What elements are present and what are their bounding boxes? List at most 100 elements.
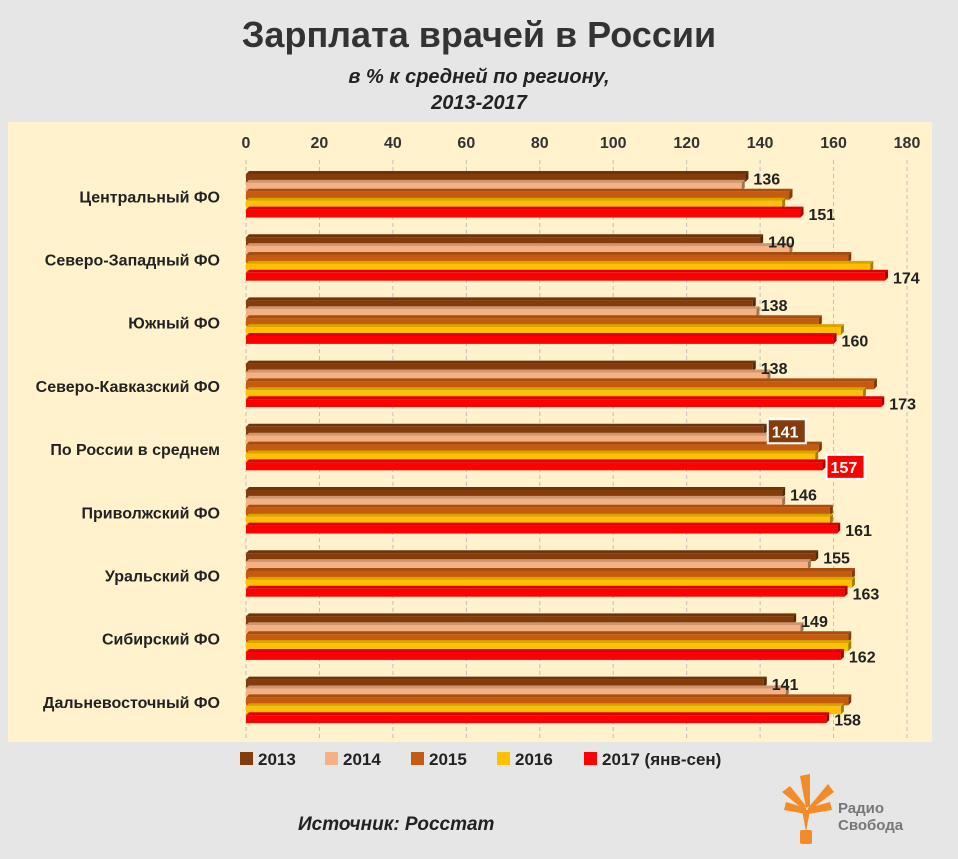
y-axis-categories: Центральный ФО Северо-Западный ФО Южный ФО… xyxy=(36,189,220,712)
bar-side xyxy=(760,234,764,246)
bar-side xyxy=(837,522,841,534)
category-label: Приволжский ФО xyxy=(81,505,220,522)
bar-top xyxy=(246,360,756,364)
bar-top xyxy=(246,522,841,526)
bar-top xyxy=(246,171,749,174)
bar-top xyxy=(246,585,848,589)
data-label: 160 xyxy=(842,333,869,350)
chart-subtitle-line-1: в % к средней по региону, xyxy=(348,66,610,88)
bar-side xyxy=(815,550,819,562)
bar-side xyxy=(840,649,844,660)
bar-side xyxy=(881,396,885,408)
bar-side xyxy=(745,171,749,182)
bar-top xyxy=(246,576,855,580)
bar-side xyxy=(851,568,855,579)
bar xyxy=(246,209,801,218)
bar-top xyxy=(246,649,844,652)
bar xyxy=(246,697,849,706)
bar xyxy=(246,246,790,254)
bar-side xyxy=(829,504,833,516)
legend-swatch xyxy=(497,752,510,765)
bar-side xyxy=(840,703,844,715)
chart-title: Зарплата врачей в России xyxy=(241,14,717,55)
category-label: Дальневосточный ФО xyxy=(43,695,220,712)
bar xyxy=(246,579,852,588)
bar xyxy=(246,616,794,625)
bar-side xyxy=(807,559,811,570)
data-label: 141 xyxy=(772,677,799,694)
bar-top xyxy=(246,559,811,563)
legend: 2013 2014 2015 2016 2017 (янв-сен) xyxy=(240,750,721,769)
bar xyxy=(246,237,761,246)
bar xyxy=(246,174,746,182)
bar xyxy=(246,571,852,579)
bar xyxy=(246,498,783,507)
bar xyxy=(246,327,841,335)
logo-text-line-1: Радио xyxy=(838,800,885,817)
bar-top xyxy=(246,179,745,183)
bar xyxy=(246,255,849,263)
bar-side xyxy=(763,676,767,688)
category-label: Уральский ФО xyxy=(105,568,220,585)
bar xyxy=(246,300,753,309)
bar-side xyxy=(815,450,819,462)
bar xyxy=(246,182,742,191)
x-tick-label: 100 xyxy=(600,135,627,152)
bar-top xyxy=(246,694,852,698)
radio-svoboda-flame-icon xyxy=(782,774,834,844)
bar xyxy=(246,525,838,534)
data-label: 163 xyxy=(853,586,880,603)
bar-side xyxy=(818,315,822,327)
bar-top xyxy=(246,513,833,517)
bar-top xyxy=(246,613,797,617)
bar-side xyxy=(829,513,833,525)
bar-side xyxy=(833,333,837,344)
legend-label: 2013 xyxy=(258,750,296,769)
bar-top xyxy=(246,269,888,273)
bar xyxy=(246,706,841,715)
data-label: 141 xyxy=(772,424,799,441)
bar-side xyxy=(818,441,822,453)
bar-side xyxy=(844,585,848,597)
bar-top xyxy=(246,197,786,201)
bar-top xyxy=(246,206,804,210)
bar xyxy=(246,688,786,697)
bar-top xyxy=(246,252,852,255)
bar-top xyxy=(246,423,767,427)
bar-top xyxy=(246,640,852,644)
x-tick-label: 20 xyxy=(311,135,329,152)
data-label: 174 xyxy=(893,270,920,287)
bar xyxy=(246,462,823,471)
bar-top xyxy=(246,188,793,192)
x-tick-label: 120 xyxy=(673,135,700,152)
bar-top xyxy=(246,324,844,328)
x-tick-label: 140 xyxy=(747,135,774,152)
bar-side xyxy=(793,613,797,625)
bar xyxy=(246,390,863,399)
bar xyxy=(246,562,808,570)
bar-side xyxy=(851,576,855,588)
bar xyxy=(246,318,819,327)
bar-top xyxy=(246,396,885,400)
bar xyxy=(246,453,816,462)
bar-side xyxy=(763,423,767,435)
bar-top xyxy=(246,243,793,247)
bar-side xyxy=(741,179,745,191)
bar xyxy=(246,634,849,643)
bar-side xyxy=(752,297,756,309)
bar xyxy=(246,652,841,660)
legend-swatch xyxy=(411,752,424,765)
category-label: Сибирский ФО xyxy=(102,632,220,649)
bar xyxy=(246,679,764,688)
bar-side xyxy=(884,269,888,281)
bar xyxy=(246,263,871,272)
bar-top xyxy=(246,622,804,626)
bar-side xyxy=(782,197,786,209)
bar xyxy=(246,490,783,498)
bar-side xyxy=(789,188,793,200)
bar-side xyxy=(848,631,852,643)
bar xyxy=(246,272,885,281)
bar-side xyxy=(826,712,830,724)
bar xyxy=(246,435,768,444)
bar-side xyxy=(789,243,793,254)
